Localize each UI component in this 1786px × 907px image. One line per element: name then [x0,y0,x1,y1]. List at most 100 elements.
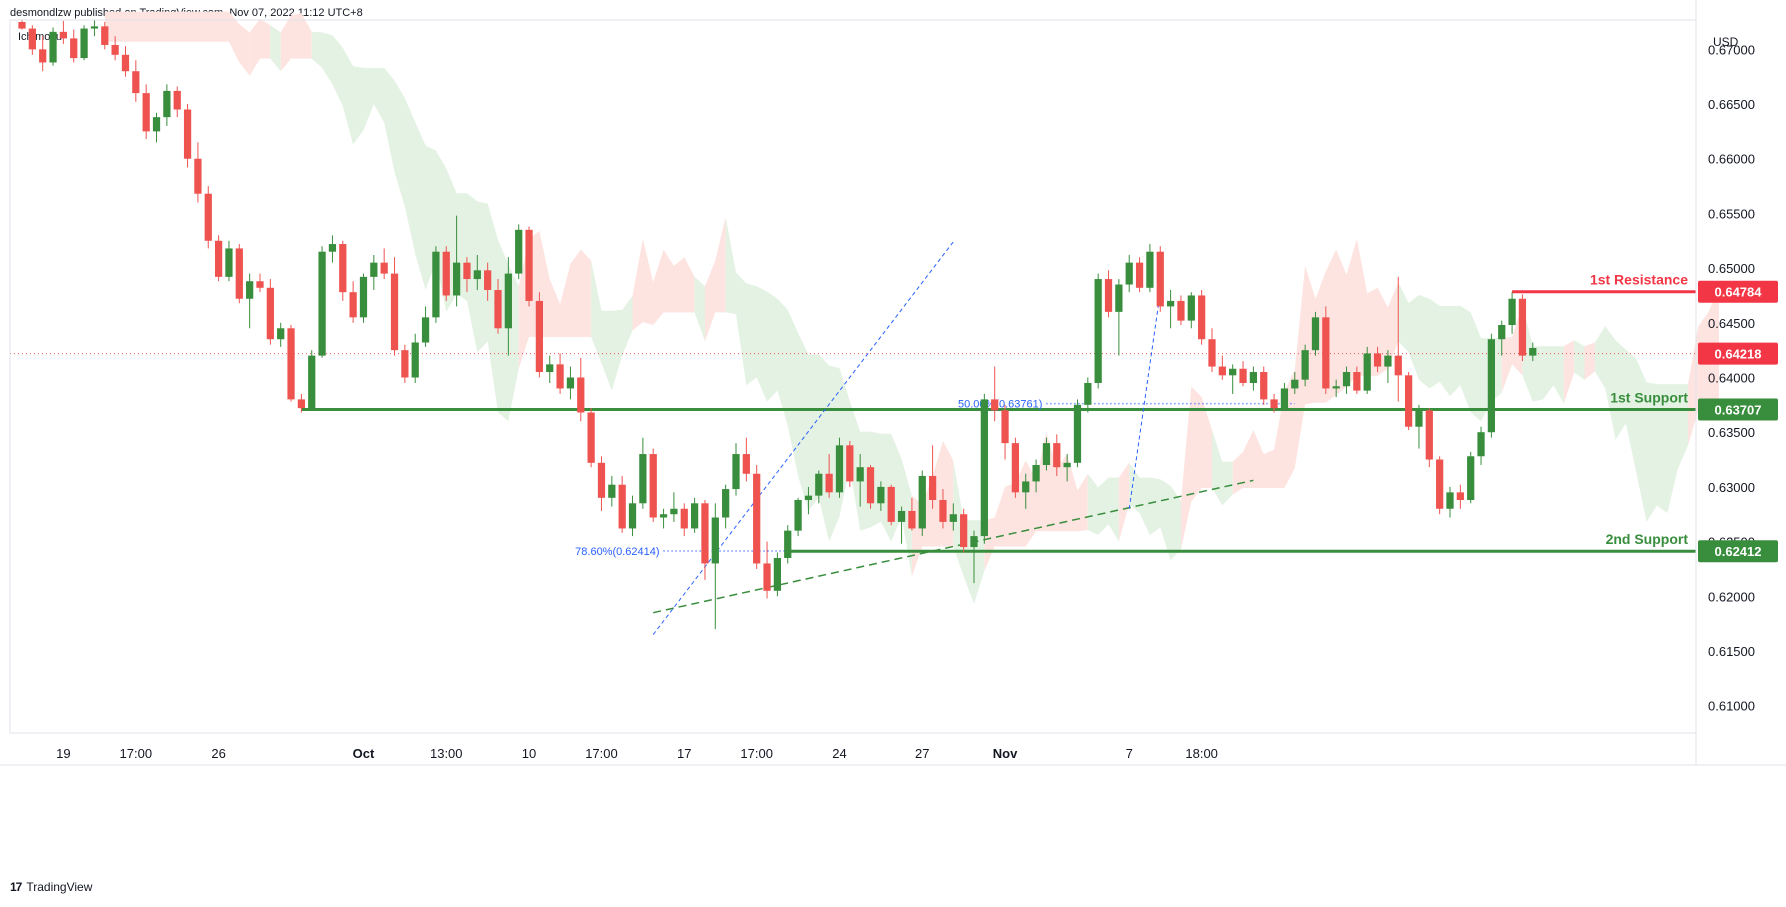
candle-body [1198,295,1206,340]
candle-body [1498,324,1506,340]
candle-body [308,355,316,409]
candle-body [980,399,988,537]
candle-body [794,500,802,531]
first-support-label: 1st Support [1610,390,1688,406]
candle-body [1073,404,1082,463]
candle-body [1353,372,1361,391]
time-tick-label: 19 [56,746,70,761]
tradingview-brand: TradingView [26,880,93,894]
candle-body [194,158,202,194]
candle-body [1363,353,1371,391]
candle-body [1104,279,1113,312]
first-resistance-label: 1st Resistance [1590,272,1688,288]
candle-body [1063,462,1071,468]
second-support-label: 2nd Support [1606,531,1689,547]
candle-body [1208,339,1216,367]
tradingview-footer[interactable]: 17 TradingView [10,880,92,894]
candle-body [1456,492,1464,501]
candle-body [1156,251,1164,307]
candle-body [1342,372,1351,387]
candle-body [908,510,916,529]
candle-body [1218,366,1226,376]
candle-body [339,244,347,293]
axes: 0.67000 0.66500 0.66000 0.65500 0.65000 0.645… [0,0,1786,766]
candle-body [711,517,719,564]
price-tag [1698,540,1778,563]
price-tick-label: 0.65000 [1708,261,1755,276]
candle-body [608,484,616,498]
candle-body [1322,317,1330,389]
candle-body [235,248,243,299]
candle-body [1477,432,1485,457]
fib-78-label: 78.60%(0.62414) [575,546,659,558]
candle-body [877,486,885,504]
candle-body [70,38,78,59]
candle-body [960,514,968,548]
ascending-trendline [653,479,1254,614]
candle-body [59,31,68,39]
candle-body [1384,355,1392,367]
candle-body [1125,262,1133,285]
candle-body [1446,492,1454,509]
candle-body [856,467,864,482]
candle-body [1001,410,1009,444]
time-tick-label: 17:00 [585,746,618,761]
candle-body [722,489,730,518]
price-tag-label: 0.62412 [1715,544,1762,559]
candle-body [121,54,130,72]
candle-body [659,514,668,518]
cloud-segment [694,276,705,342]
candle-body [1022,481,1030,493]
time-tick-label: 13:00 [430,746,463,761]
time-tick-label: 17:00 [120,746,153,761]
fib-diagonal-line [652,241,954,635]
time-tick-label: 7 [1126,746,1133,761]
candle-body [1291,379,1299,389]
candle-body [1166,300,1175,307]
candle-body [991,399,999,411]
candle-body [1518,298,1527,356]
time-tick-label: Oct [353,746,375,761]
candle-body [256,281,264,288]
price-tag-label: 0.64218 [1715,347,1762,362]
cloud-segment [1212,430,1233,506]
price-tag-label: 0.64784 [1715,285,1763,300]
candle-body [1404,375,1413,427]
candle-body [566,377,575,389]
price-tick-label: 0.65500 [1708,206,1755,221]
candle-body [690,503,699,529]
candle-body [132,71,140,94]
cloud-segment [591,260,633,391]
candle-body [1042,443,1051,466]
price-tick-label: 0.66000 [1708,152,1755,167]
candle-body [1239,368,1247,383]
cloud-segment [1087,473,1119,542]
cloud-segment [1574,340,1585,380]
candle-body [484,270,492,290]
candle-body [784,530,792,558]
candle-body [214,240,223,277]
candle-body [732,454,740,490]
fib-50-label: 50.00%(0.63761) [958,399,1042,411]
price-tick-label: 0.67000 [1708,42,1755,57]
candle-body [753,473,761,564]
cloud-segment [1398,282,1502,422]
price-tick-label: 0.63000 [1708,480,1755,495]
candle-body [411,342,419,378]
cloud-segment [705,216,726,342]
tradingview-logo-icon: 17 [10,880,22,894]
candle-body [1436,459,1444,509]
candle-body [204,193,212,241]
candle-body [111,44,119,55]
candle-body [421,317,430,343]
candle-body [318,251,326,356]
candle-body [504,273,512,329]
cloud-segment [953,460,985,604]
time-tick-label: 27 [915,746,929,761]
currency-label[interactable]: USD [1713,35,1739,49]
candle-body [183,109,192,159]
candle-body [597,462,606,498]
candle-body [49,31,57,63]
candle-body [225,248,233,277]
